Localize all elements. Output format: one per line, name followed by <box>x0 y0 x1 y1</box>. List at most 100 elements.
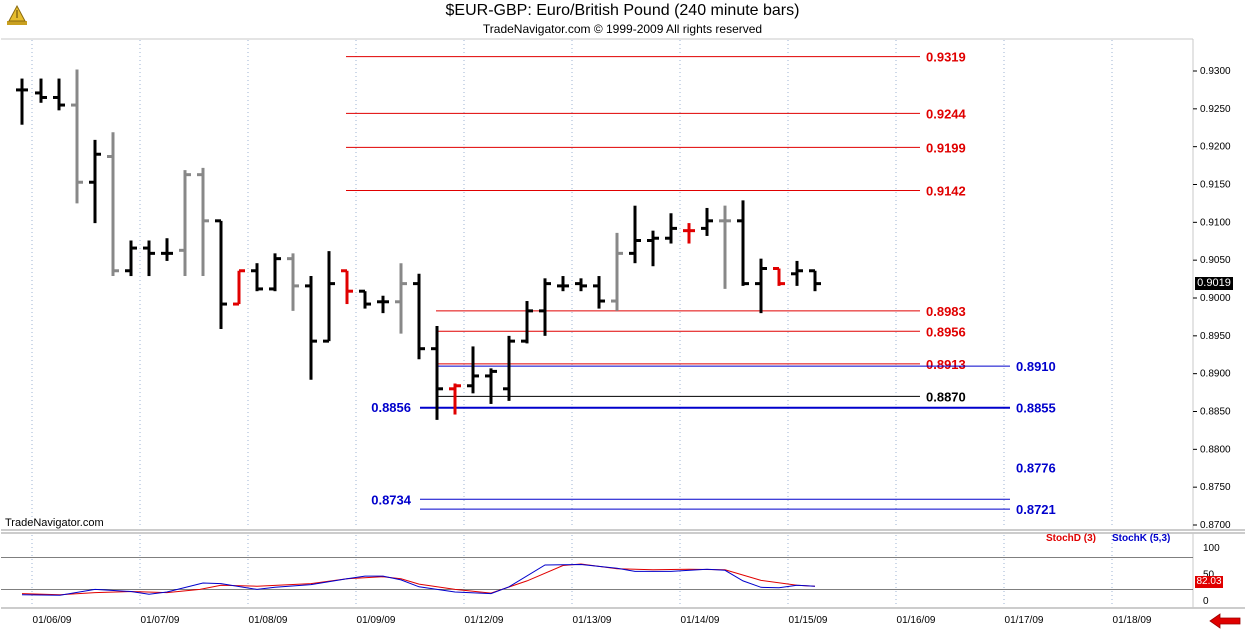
ohlc-bar <box>341 269 353 305</box>
ohlc-bar <box>395 263 407 334</box>
level-label: 0.8910 <box>1016 359 1056 374</box>
vertical-gridlines <box>31 40 1113 606</box>
stoch-series-line <box>21 563 816 596</box>
ohlc-bar <box>359 289 371 309</box>
level-label: 0.9142 <box>926 184 966 199</box>
ohlc-bar <box>35 78 47 103</box>
ohlc-bar <box>89 139 101 224</box>
y-tick-label: 0.8900 <box>1200 369 1231 380</box>
ohlc-bar <box>16 78 28 125</box>
ohlc-bar <box>161 238 173 261</box>
x-tick-label: 01/12/09 <box>465 615 504 626</box>
x-tick-label: 01/16/09 <box>897 615 936 626</box>
ohlc-bar <box>467 346 479 394</box>
stoch-value-badge: 82.03 <box>1195 576 1223 588</box>
ohlc-bar <box>611 232 623 311</box>
ohlc-bar <box>665 213 677 244</box>
y-tick-label: 0.9150 <box>1200 180 1231 191</box>
price-bars <box>16 69 821 420</box>
y-tick-label: 0.9050 <box>1200 255 1231 266</box>
level-label: 0.8855 <box>1016 401 1056 416</box>
x-tick-label: 01/08/09 <box>249 615 288 626</box>
y-tick-label: 0.9200 <box>1200 142 1231 153</box>
x-tick-label: 01/07/09 <box>141 615 180 626</box>
level-label: 0.8734 <box>371 492 412 507</box>
x-tick-label: 01/09/09 <box>357 615 396 626</box>
y-tick-label: 0.8700 <box>1200 520 1231 531</box>
ohlc-bar <box>53 78 65 111</box>
ohlc-bar <box>719 205 731 289</box>
scroll-left-arrow-icon[interactable] <box>1208 613 1242 629</box>
ohlc-bar <box>125 240 137 277</box>
ohlc-bar <box>683 223 695 244</box>
ohlc-bar <box>701 207 713 236</box>
ohlc-bar <box>647 230 659 267</box>
ohlc-bar <box>251 263 263 292</box>
ohlc-bar <box>773 266 785 286</box>
level-label: 0.8956 <box>926 324 966 339</box>
level-label: 0.8856 <box>371 400 411 415</box>
level-label: 0.9244 <box>926 106 967 121</box>
ohlc-bar <box>179 170 191 277</box>
level-label: 0.8913 <box>926 357 966 372</box>
last-price-badge: 0.9019 <box>1195 277 1233 290</box>
ohlc-bar <box>305 276 317 380</box>
ohlc-bar <box>449 383 461 415</box>
y-tick-label: 0.8800 <box>1200 444 1231 455</box>
chart-title: $EUR-GBP: Euro/British Pound (240 minute… <box>445 2 800 19</box>
ohlc-bar <box>629 205 641 264</box>
x-tick-label: 01/15/09 <box>789 615 828 626</box>
ohlc-bar <box>233 269 245 306</box>
ohlc-bar <box>485 368 497 404</box>
ohlc-bar <box>755 258 767 314</box>
level-label: 0.8721 <box>1016 502 1056 517</box>
ohlc-bar <box>287 253 299 311</box>
price-axis: 0.9300 0.9250 0.9200 0.9150 0.9100 0.9050 0.90… <box>1193 66 1231 531</box>
ohlc-bar <box>377 295 389 314</box>
ohlc-bar <box>431 325 443 420</box>
y-tick-label: 0.8750 <box>1200 482 1231 493</box>
ohlc-bar <box>503 335 515 401</box>
y-tick-label: 0.9250 <box>1200 104 1231 115</box>
legend-stochd: StochD (3) <box>1046 533 1096 544</box>
ohlc-bar <box>539 278 551 336</box>
stoch-y-label: 0 <box>1203 596 1209 607</box>
level-label: 0.9199 <box>926 140 966 155</box>
y-tick-label: 0.9000 <box>1200 293 1231 304</box>
fib-levels: 0.9319 0.9244 0.9199 0.9142 0.8983 0.8956 0.89… <box>346 50 1056 517</box>
level-label: 0.8870 <box>926 389 966 404</box>
stoch-y-label: 100 <box>1203 543 1220 554</box>
x-tick-label: 01/14/09 <box>681 615 720 626</box>
y-tick-label: 0.8850 <box>1200 407 1231 418</box>
chart-subtitle: TradeNavigator.com © 1999-2009 All right… <box>482 22 763 36</box>
ohlc-bar <box>269 253 281 292</box>
y-tick-label: 0.9300 <box>1200 66 1231 77</box>
ohlc-bar <box>143 240 155 277</box>
ohlc-bar <box>521 301 533 344</box>
y-tick-label: 0.9100 <box>1200 217 1231 228</box>
date-axis: 01/06/09 01/07/09 01/08/09 01/09/09 01/12/09… <box>33 615 1152 626</box>
stoch-series-line <box>21 563 816 596</box>
ohlc-bar <box>197 167 209 277</box>
ohlc-bar <box>71 69 83 204</box>
ohlc-bar <box>809 269 821 292</box>
ohlc-bar <box>575 278 587 292</box>
ohlc-bar <box>593 276 605 309</box>
x-tick-label: 01/17/09 <box>1005 615 1044 626</box>
stochastic-panel: 100 50 0 <box>1 543 1220 607</box>
x-tick-label: 01/06/09 <box>33 615 72 626</box>
level-label: 0.8983 <box>926 304 966 319</box>
level-label: 0.8776 <box>1016 460 1056 475</box>
y-tick-label: 0.8950 <box>1200 331 1231 342</box>
stoch-y-label: 50 <box>1203 570 1215 581</box>
ohlc-bar <box>557 276 569 292</box>
ohlc-bar <box>791 260 803 286</box>
watermark-text: TradeNavigator.com <box>5 517 104 529</box>
ohlc-bar <box>323 251 335 343</box>
level-label: 0.9319 <box>926 50 966 65</box>
x-tick-label: 01/13/09 <box>573 615 612 626</box>
ohlc-bar <box>215 219 227 330</box>
ohlc-bar <box>737 200 749 286</box>
x-tick-label: 01/18/09 <box>1113 615 1152 626</box>
